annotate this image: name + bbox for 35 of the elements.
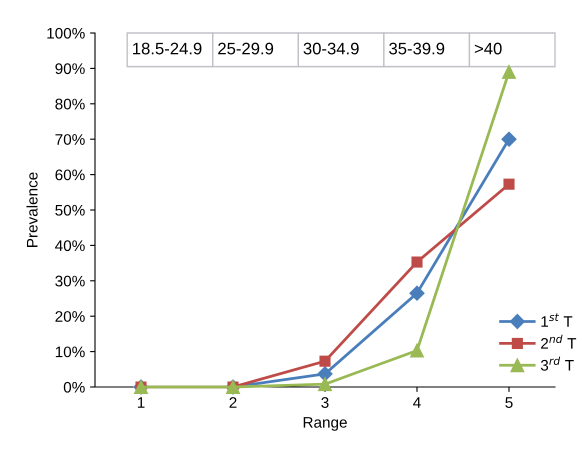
x-tick-label: 2 bbox=[230, 397, 236, 408]
legend-label: 3$^{rd}$ T bbox=[540, 356, 574, 371]
annotation: 35-39.9 bbox=[389, 42, 444, 54]
legend-label: 2$^{nd}$ T bbox=[541, 334, 576, 349]
point bbox=[409, 286, 425, 301]
y-tick-label: 40% bbox=[55, 240, 85, 252]
y-tick-label: 50% bbox=[55, 204, 85, 216]
y-tick-label: 10% bbox=[56, 346, 85, 358]
point bbox=[411, 256, 423, 268]
y-tick-label: 100% bbox=[47, 28, 85, 39]
y-tick-label: 30% bbox=[55, 276, 85, 286]
y-tick-label: 20% bbox=[55, 311, 85, 322]
point bbox=[317, 366, 333, 382]
x-tick-label: 1 bbox=[138, 397, 145, 408]
y-tick-label: 0% bbox=[64, 382, 85, 393]
x-tick-label: 4 bbox=[413, 397, 421, 408]
y-tick-label: 80% bbox=[55, 98, 85, 110]
point bbox=[502, 64, 516, 79]
x-tick-label: 5 bbox=[505, 397, 513, 408]
point bbox=[318, 377, 332, 392]
point bbox=[501, 132, 517, 147]
annotation: 25-29.9 bbox=[218, 42, 274, 54]
x-axis-title: Range bbox=[304, 417, 347, 431]
y-axis-title: Prevalence bbox=[26, 172, 38, 247]
annotation: >40 bbox=[474, 42, 502, 54]
y-tick-label: 60% bbox=[55, 169, 85, 180]
x-tick-label: 3 bbox=[321, 397, 329, 408]
annotation: 18.5-24.9 bbox=[133, 42, 202, 54]
point bbox=[319, 356, 331, 367]
point bbox=[410, 344, 424, 358]
y-tick-label: 90% bbox=[55, 63, 85, 74]
point bbox=[503, 178, 515, 190]
legend-label: 1$^{st}$ T bbox=[541, 313, 572, 327]
annotation: 30-34.9 bbox=[304, 42, 359, 54]
y-tick-label: 70% bbox=[55, 134, 85, 145]
